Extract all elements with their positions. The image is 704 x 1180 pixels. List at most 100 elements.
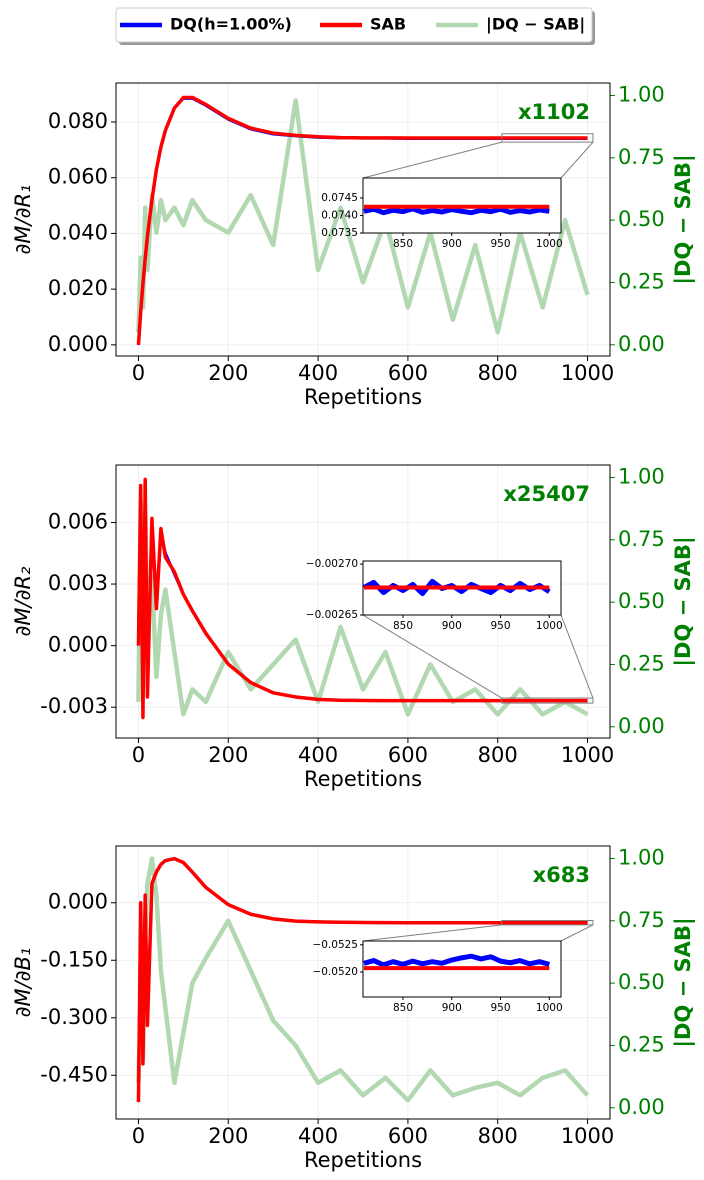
x-tick-label: 200 xyxy=(208,361,248,385)
y2-tick-label: 0.75 xyxy=(618,908,665,932)
zoom-connector xyxy=(362,924,502,942)
y-tick-label: 0.020 xyxy=(48,276,108,300)
x-tick-label: 0 xyxy=(132,743,145,767)
axes-frame xyxy=(115,82,611,357)
y-tick-label: 0.003 xyxy=(48,571,108,595)
x-tick-label: 0 xyxy=(132,1124,145,1148)
inset-x-tick-label: 950 xyxy=(491,1002,511,1014)
x-axis-label: Repetitions xyxy=(304,385,422,409)
inset-x-tick-label: 1000 xyxy=(536,238,563,250)
x-tick-label: 200 xyxy=(208,1124,248,1148)
x-tick-label: 400 xyxy=(298,743,338,767)
axes-frame xyxy=(115,845,611,1120)
inset-x-tick-label: 900 xyxy=(442,1002,462,1014)
y-tick-label: -0.300 xyxy=(40,1005,108,1029)
annotation: x1102 xyxy=(518,100,590,124)
legend-label: DQ(h=1.00%) xyxy=(170,15,292,34)
y-tick-label: -0.450 xyxy=(40,1062,108,1086)
inset-x-tick-label: 900 xyxy=(442,620,462,632)
zoom-connector xyxy=(362,614,503,699)
inset-x-tick-label: 1000 xyxy=(536,1002,563,1014)
series-line xyxy=(136,95,588,345)
zoom-connector xyxy=(560,924,594,942)
y-tick-label: 0.000 xyxy=(48,332,108,356)
x-tick-label: 1000 xyxy=(561,743,614,767)
y-tick-label: 0.040 xyxy=(48,220,108,244)
legend-label: SAB xyxy=(370,15,406,34)
inset-x-tick-label: 850 xyxy=(393,620,413,632)
inset-y-tick-label: 0.0735 xyxy=(321,227,358,239)
x-tick-label: 800 xyxy=(478,743,518,767)
series-line xyxy=(136,856,588,1103)
y-tick-label: 0.006 xyxy=(48,509,108,533)
zoom-connector xyxy=(560,614,594,699)
inset: 850 900 950 1000 −0.0520 −0.0525 xyxy=(312,939,562,1014)
inset-y-tick-label: 0.0740 xyxy=(321,209,358,221)
x-tick-label: 600 xyxy=(388,743,428,767)
y2-tick-label: 1.00 xyxy=(618,464,665,488)
y2-tick-label: 0.75 xyxy=(618,527,665,551)
inset-y-tick-label: −0.00270 xyxy=(306,558,358,570)
y2-tick-label: 0.50 xyxy=(618,589,665,613)
zoom-region xyxy=(501,920,594,926)
y2-axis-label: |DQ − SAB| xyxy=(671,154,696,284)
inset-x-tick-label: 950 xyxy=(491,620,511,632)
legend: DQ(h=1.00%) SAB |DQ − SAB| xyxy=(115,7,595,45)
zoom-connector xyxy=(362,141,502,179)
zoom-connector xyxy=(560,141,594,179)
inset-line xyxy=(363,206,550,216)
y2-tick-label: 1.00 xyxy=(618,82,665,106)
inset-y-tick-label: −0.0520 xyxy=(312,966,358,978)
x-axis-label: Repetitions xyxy=(304,1148,422,1172)
x-tick-label: 1000 xyxy=(561,1124,614,1148)
y-tick-label: -0.150 xyxy=(40,947,108,971)
inset-lines xyxy=(363,204,550,216)
inset-lines xyxy=(363,953,550,971)
y-axis-label: ∂M/∂B₁ xyxy=(11,948,35,1018)
inset: 850 900 950 1000 −0.00265 −0.00270 xyxy=(306,558,563,632)
x-tick-label: 800 xyxy=(478,361,518,385)
x-tick-label: 800 xyxy=(478,1124,518,1148)
y-axis-label: ∂M/∂R₂ xyxy=(11,566,35,637)
y2-tick-label: 0.25 xyxy=(618,1032,665,1056)
y2-axis-label: |DQ − SAB| xyxy=(671,917,696,1047)
x-axis-label: Repetitions xyxy=(304,767,422,791)
y2-tick-label: 0.25 xyxy=(618,651,665,675)
x-tick-label: 1000 xyxy=(561,361,614,385)
annotation: x683 xyxy=(533,863,590,887)
y-tick-label: 0.000 xyxy=(48,633,108,657)
y2-tick-label: 0.75 xyxy=(618,145,665,169)
y2-tick-label: 0.00 xyxy=(618,332,665,356)
annotation: x25407 xyxy=(503,482,590,506)
y-tick-label: 0.080 xyxy=(48,109,108,133)
y2-tick-label: 0.50 xyxy=(618,970,665,994)
inset-frame xyxy=(362,940,562,998)
series-line xyxy=(136,477,588,720)
inset-y-tick-label: 0.0745 xyxy=(321,192,358,204)
y2-tick-label: 0.00 xyxy=(618,714,665,738)
inset: 850 900 950 1000 0.0735 0.0740 0.0745 xyxy=(321,177,563,250)
x-tick-label: 400 xyxy=(298,361,338,385)
inset-x-tick-label: 900 xyxy=(442,238,462,250)
zoom-region xyxy=(501,697,594,704)
y2-tick-label: 0.25 xyxy=(618,269,665,293)
inset-frame xyxy=(362,560,562,616)
inset-lines xyxy=(363,578,551,597)
inset-y-tick-label: −0.00265 xyxy=(306,609,358,621)
x-tick-label: 400 xyxy=(298,1124,338,1148)
y-tick-label: 0.060 xyxy=(48,165,108,189)
inset-y-tick-label: −0.0525 xyxy=(312,939,358,951)
x-tick-label: 600 xyxy=(388,1124,428,1148)
legend-label: |DQ − SAB| xyxy=(486,15,585,35)
axes-frame xyxy=(115,464,611,739)
diff-line xyxy=(136,856,590,1103)
y2-tick-label: 0.50 xyxy=(618,207,665,231)
inset-x-tick-label: 850 xyxy=(393,1002,413,1014)
x-tick-label: 600 xyxy=(388,361,428,385)
inset-x-tick-label: 850 xyxy=(393,238,413,250)
y-axis-label: ∂M/∂R₁ xyxy=(11,185,35,255)
zoom-region xyxy=(501,133,594,143)
inset-line xyxy=(363,953,550,968)
inset-frame xyxy=(362,177,562,234)
